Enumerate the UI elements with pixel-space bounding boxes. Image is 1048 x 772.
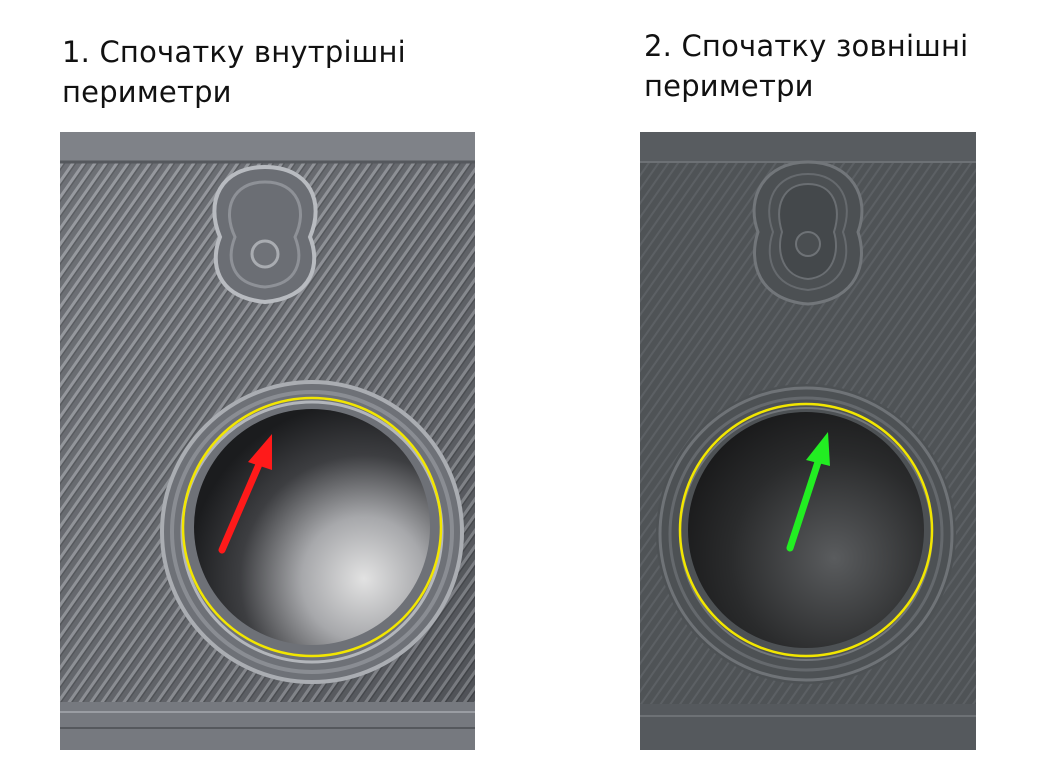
hole <box>688 412 924 648</box>
arrow-head <box>806 432 830 466</box>
printed-part-photo-left <box>60 132 475 750</box>
photo-outer-perimeters-first <box>640 132 976 750</box>
caption-line-2: периметри <box>644 69 814 103</box>
highlight-ring <box>678 402 934 658</box>
photo-inner-perimeters-first <box>60 132 475 750</box>
caption-line-2: периметри <box>62 75 232 109</box>
hole <box>194 409 430 645</box>
arrow-head <box>248 434 272 470</box>
printed-part-photo-right <box>640 132 976 750</box>
caption-inner-perimeters-first: 1. Спочатку внутрішні периметри <box>62 32 406 112</box>
caption-line-1: 2. Спочатку зовнішні <box>644 29 969 63</box>
caption-outer-perimeters-first: 2. Спочатку зовнішні периметри <box>644 26 968 106</box>
caption-line-1: 1. Спочатку внутрішні <box>62 35 406 69</box>
arrow-shaft <box>786 458 822 552</box>
arrow-shaft <box>218 458 264 554</box>
highlight-ring <box>181 396 443 658</box>
